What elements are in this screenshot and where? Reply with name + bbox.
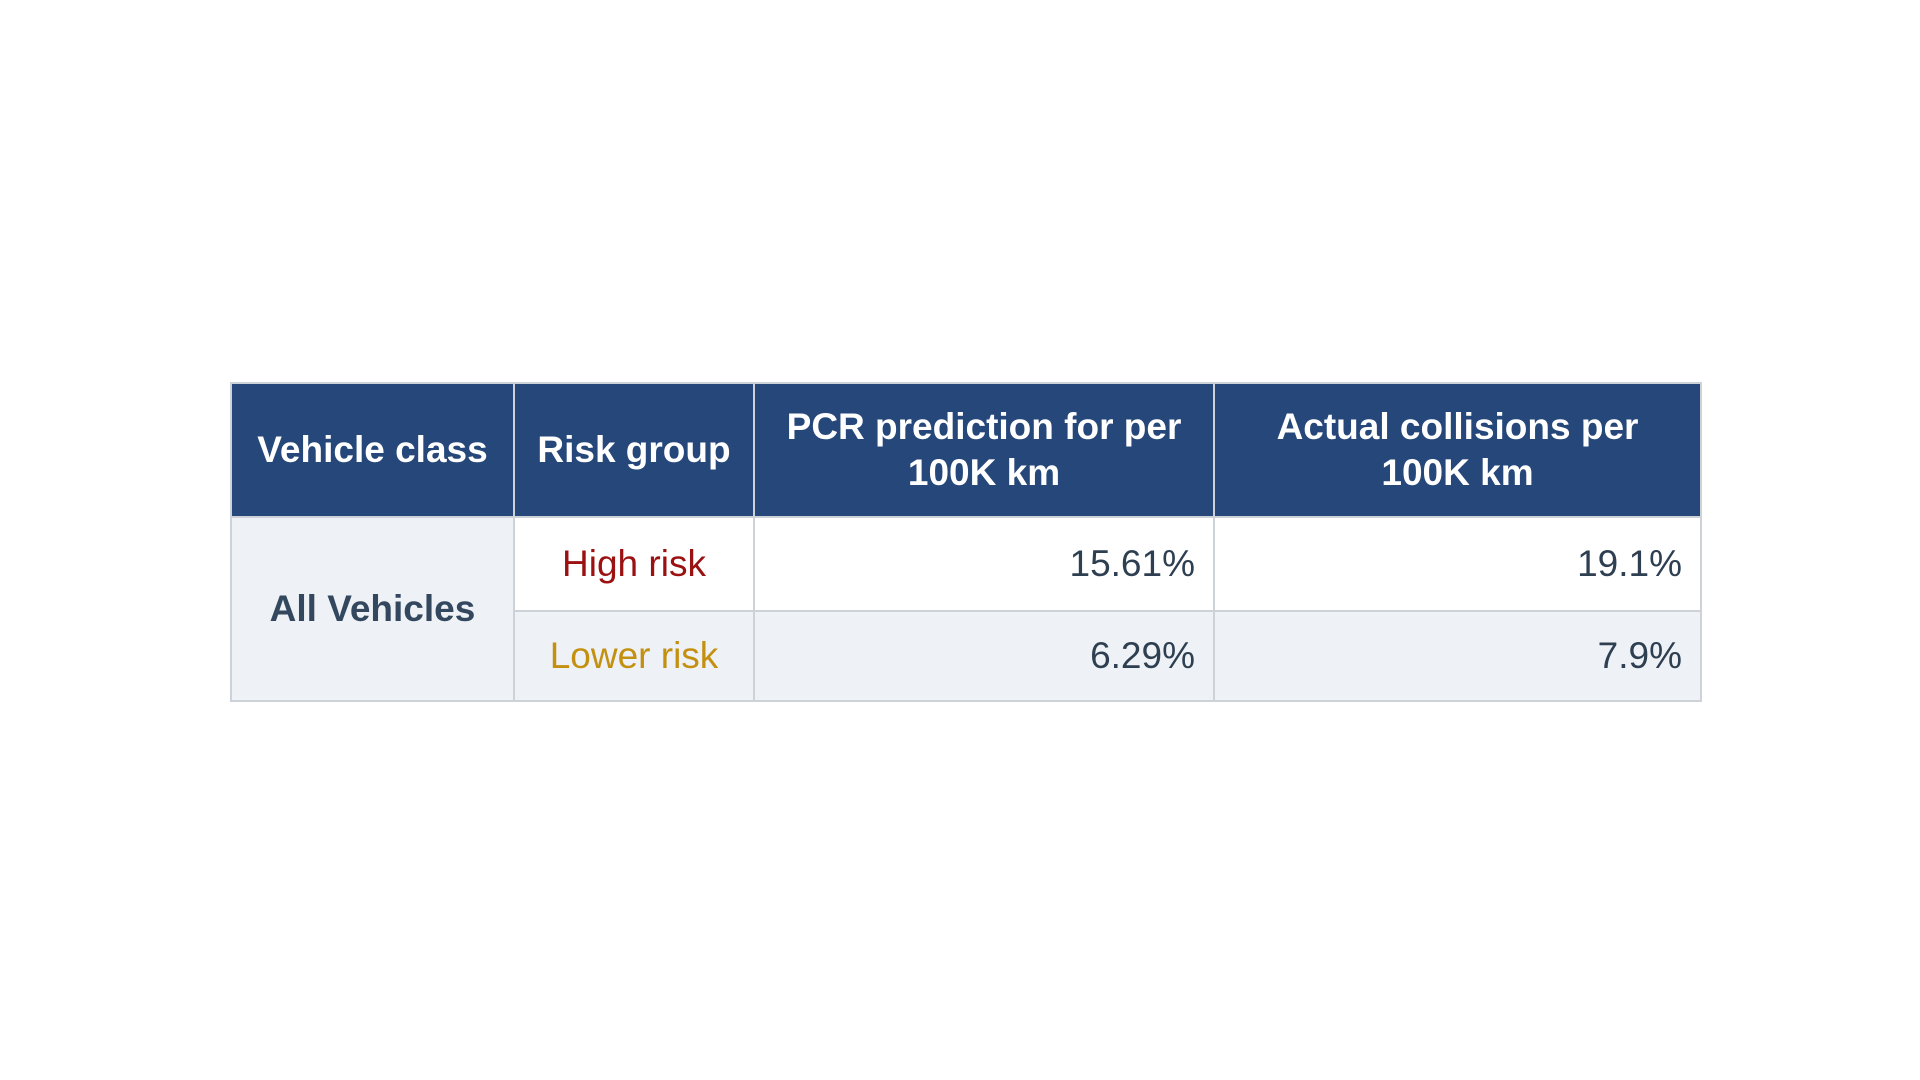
header-actual-collisions: Actual collisions per 100K km	[1213, 382, 1702, 518]
table-row: All Vehicles High risk 15.61% 19.1%	[230, 516, 1702, 702]
risk-group-lower: Lower risk	[513, 610, 755, 702]
collision-risk-table-container: Vehicle class Risk group PCR prediction …	[230, 382, 1702, 702]
header-row: Vehicle class Risk group PCR prediction …	[230, 382, 1702, 518]
risk-group-high: High risk	[513, 516, 755, 612]
table-body: All Vehicles High risk 15.61% 19.1% Lowe…	[230, 516, 1702, 702]
pcr-prediction-lower: 6.29%	[753, 610, 1215, 702]
header-vehicle-class: Vehicle class	[230, 382, 515, 518]
vehicle-class-cell: All Vehicles	[230, 516, 515, 702]
table-header: Vehicle class Risk group PCR prediction …	[230, 382, 1702, 518]
actual-collisions-high: 19.1%	[1213, 516, 1702, 612]
header-pcr-prediction: PCR prediction for per 100K km	[753, 382, 1215, 518]
table-row: Lower risk 6.29% 7.9%	[231, 610, 1702, 702]
pcr-prediction-high: 15.61%	[753, 516, 1215, 612]
actual-collisions-lower: 7.9%	[1213, 610, 1702, 702]
collision-risk-table: Vehicle class Risk group PCR prediction …	[230, 382, 1702, 702]
header-risk-group: Risk group	[513, 382, 755, 518]
